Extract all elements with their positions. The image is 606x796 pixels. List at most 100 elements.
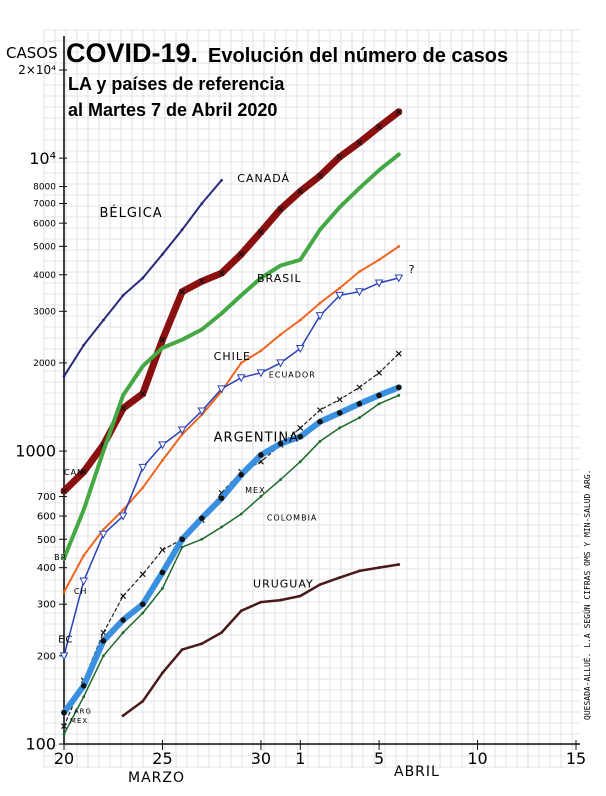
data-point bbox=[279, 598, 283, 602]
series-line bbox=[60, 108, 403, 495]
data-point bbox=[198, 278, 205, 285]
data-point bbox=[180, 338, 184, 342]
x-tick-label: 20 bbox=[54, 749, 74, 768]
data-point bbox=[62, 732, 66, 736]
x-tick-label: 15 bbox=[566, 749, 586, 768]
data-point bbox=[118, 512, 128, 521]
data-point bbox=[61, 709, 67, 716]
data-point bbox=[59, 652, 69, 661]
data-point bbox=[199, 515, 205, 522]
series-line bbox=[63, 277, 400, 657]
data-point bbox=[397, 244, 401, 248]
data-point bbox=[158, 441, 167, 450]
y-tick-label: 400 bbox=[37, 563, 56, 574]
data-point bbox=[317, 418, 323, 425]
data-point bbox=[277, 206, 284, 213]
data-point bbox=[317, 172, 323, 179]
data-point bbox=[159, 569, 166, 576]
series-label: ARGENTINA bbox=[214, 430, 299, 445]
data-point bbox=[239, 512, 243, 516]
data-point bbox=[200, 537, 204, 541]
series-end-label: ? bbox=[409, 263, 416, 276]
data-point bbox=[141, 276, 145, 280]
data-point bbox=[141, 486, 145, 490]
data-point bbox=[138, 463, 148, 472]
y-tick-label: 300 bbox=[37, 600, 56, 611]
series-label: CHILE bbox=[214, 350, 251, 363]
data-point bbox=[61, 488, 67, 495]
data-point bbox=[338, 205, 342, 209]
y-tick-label: 100 bbox=[25, 735, 56, 754]
y-tick-label: 1000 bbox=[15, 442, 56, 461]
data-point bbox=[180, 648, 184, 652]
data-point bbox=[297, 424, 304, 431]
data-point bbox=[397, 393, 401, 397]
series-bélgica bbox=[62, 178, 223, 378]
data-point bbox=[197, 407, 207, 416]
data-point bbox=[99, 530, 108, 539]
data-point bbox=[82, 554, 86, 557]
data-point bbox=[357, 186, 361, 190]
data-point bbox=[259, 276, 263, 280]
data-point bbox=[179, 288, 186, 295]
data-point bbox=[298, 594, 302, 598]
svg-text:COVID-19. Evolución del: COVID-19. Evolución del número de casos bbox=[66, 38, 508, 68]
data-point bbox=[357, 569, 361, 573]
series-line bbox=[61, 384, 402, 716]
y-tick-label: 6000 bbox=[33, 219, 56, 229]
series-start-label: MEX bbox=[70, 717, 88, 725]
chart-title: COVID-19. bbox=[66, 38, 198, 68]
series-label: COLOMBIA bbox=[267, 513, 318, 522]
data-point bbox=[121, 294, 125, 297]
y-tick-label: 500 bbox=[37, 535, 56, 546]
data-point bbox=[161, 586, 164, 590]
data-point bbox=[317, 407, 323, 414]
data-point bbox=[297, 188, 304, 195]
data-point bbox=[101, 449, 105, 453]
data-point bbox=[120, 593, 127, 599]
y-tick-label: 2000 bbox=[33, 359, 56, 369]
data-point bbox=[121, 508, 125, 512]
data-point bbox=[139, 601, 146, 608]
data-point bbox=[180, 228, 184, 232]
data-point bbox=[141, 611, 145, 615]
data-point bbox=[395, 108, 402, 115]
y-axis-label: CASOS bbox=[6, 44, 58, 62]
data-point bbox=[298, 318, 302, 322]
series-brasil bbox=[62, 152, 401, 561]
data-point bbox=[356, 401, 363, 407]
series-start-label: EC bbox=[58, 635, 73, 646]
series-layer bbox=[59, 108, 404, 736]
y-tick-label: 2×10⁴ bbox=[18, 63, 56, 77]
data-point bbox=[217, 385, 226, 394]
data-point bbox=[161, 252, 164, 256]
series-argentina bbox=[61, 384, 402, 716]
grid bbox=[43, 29, 580, 768]
axes: 2×10⁴ 10⁴ 8000 7000 6000 5000 4000 3000 2000 1000… bbox=[15, 36, 586, 768]
series-labels: BÉLGICA CANADÁ CAN BRASIL BR CHILE CH ECUADOR EC… bbox=[54, 172, 416, 725]
series-start-label: CH bbox=[74, 587, 88, 596]
data-point bbox=[279, 264, 283, 267]
data-point bbox=[356, 139, 363, 146]
data-point bbox=[279, 333, 283, 336]
y-tick-label: 700 bbox=[37, 492, 56, 503]
x-tick-label: 10 bbox=[467, 749, 487, 768]
data-point bbox=[257, 229, 264, 235]
data-point bbox=[101, 654, 105, 658]
series-start-label: CAN bbox=[64, 468, 84, 477]
data-point bbox=[179, 536, 185, 543]
y-tick-label: 7000 bbox=[33, 200, 56, 210]
x-tick-label: 1 bbox=[295, 749, 305, 768]
data-point bbox=[177, 426, 187, 435]
data-point bbox=[376, 123, 383, 130]
data-point bbox=[218, 495, 225, 502]
data-point bbox=[315, 312, 325, 321]
data-point bbox=[238, 471, 245, 478]
data-point bbox=[259, 349, 263, 353]
data-point bbox=[376, 369, 383, 376]
data-point bbox=[62, 557, 66, 560]
data-point bbox=[259, 600, 263, 604]
data-point bbox=[258, 452, 264, 458]
x-axis-label-april: ABRIL bbox=[394, 764, 440, 780]
